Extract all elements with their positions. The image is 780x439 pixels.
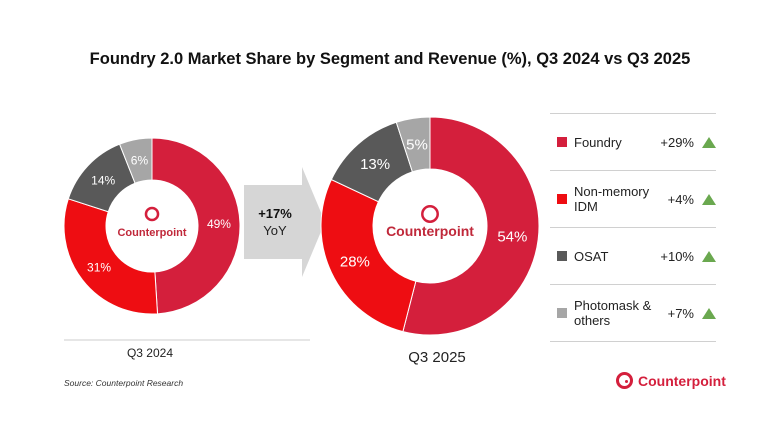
donut-slice-1-0 — [402, 116, 540, 336]
legend-name: Foundry — [574, 134, 622, 150]
data-label: 14% — [91, 173, 115, 187]
logo-icon — [421, 205, 439, 223]
donut-slice-0-0 — [151, 137, 241, 315]
source-note: Source: Counterpoint Research — [64, 378, 184, 388]
swatch — [557, 308, 567, 318]
legend-change: +10% — [660, 248, 694, 264]
data-label: 28% — [340, 254, 370, 271]
swatch — [557, 251, 567, 261]
data-label: 49% — [207, 217, 231, 231]
logo-icon — [144, 206, 160, 222]
chart-title: Foundry 2.0 Market Share by Segment and … — [89, 50, 691, 68]
logo-icon — [616, 372, 633, 389]
center-logo-text: Counterpoint — [117, 227, 186, 239]
legend-change: +4% — [667, 191, 694, 207]
legend: Foundry +29% Non-memory IDM +4% OSAT +10% P… — [550, 113, 716, 342]
counterpoint-logo: Counterpoint — [616, 372, 726, 389]
legend-change: +7% — [667, 305, 694, 321]
label-q3-2025: Q3 2025 — [408, 349, 466, 366]
up-triangle-icon — [702, 136, 716, 148]
data-label: 6% — [131, 153, 149, 167]
legend-item-osat: OSAT +10% — [550, 228, 716, 285]
data-label: 54% — [497, 229, 527, 246]
swatch — [557, 194, 567, 204]
legend-item-foundry: Foundry +29% — [550, 113, 716, 171]
legend-change: +29% — [660, 134, 694, 150]
logo-text: Counterpoint — [638, 372, 726, 389]
up-triangle-icon — [702, 193, 716, 205]
legend-item-idm: Non-memory IDM +4% — [550, 171, 716, 228]
data-label: 31% — [87, 260, 111, 274]
donut-slice-0-3 — [118, 137, 153, 184]
data-label: 5% — [406, 136, 428, 153]
legend-name: Photomask & others — [574, 298, 652, 328]
data-label: 13% — [360, 156, 390, 173]
donut-slice-1-1 — [320, 178, 417, 333]
growth-value: +17% — [258, 206, 292, 221]
legend-name: Non-memory IDM — [574, 184, 650, 214]
up-triangle-icon — [702, 250, 716, 262]
donut-slice-1-3 — [395, 116, 431, 173]
label-q3-2024: Q3 2024 — [127, 346, 173, 360]
growth-label: YoY — [263, 223, 287, 238]
center-logo-text: Counterpoint — [386, 223, 474, 239]
legend-name: OSAT — [574, 248, 609, 264]
up-triangle-icon — [702, 307, 716, 319]
donut-slice-0-1 — [63, 198, 159, 315]
swatch — [557, 137, 567, 147]
growth-arrow — [244, 167, 325, 277]
legend-item-photomask: Photomask & others +7% — [550, 285, 716, 342]
